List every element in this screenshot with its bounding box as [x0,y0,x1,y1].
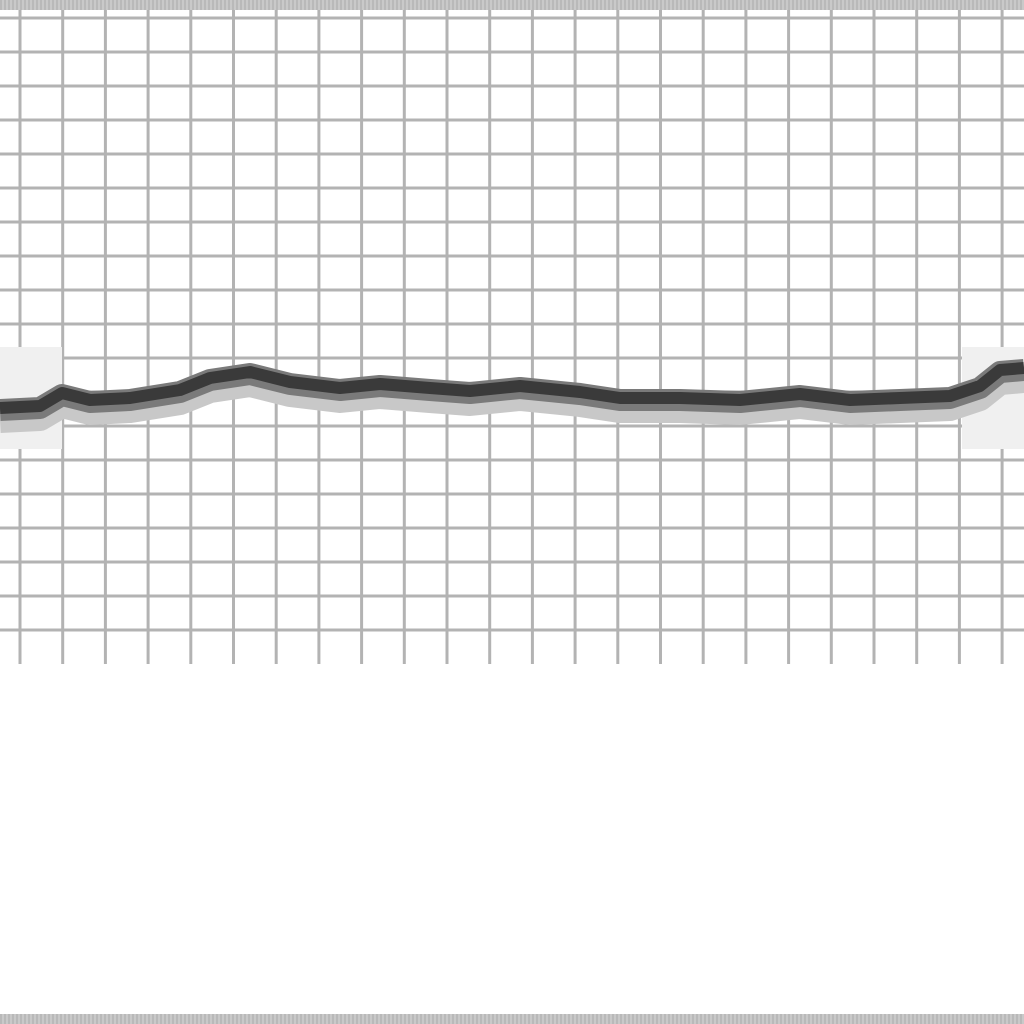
strip-core-band [0,362,1024,414]
wavy-strip [0,359,1024,433]
blank-area [0,664,1024,1014]
top-border [0,0,1024,10]
bottom-border [0,1014,1024,1024]
grid-lines [0,10,1024,664]
